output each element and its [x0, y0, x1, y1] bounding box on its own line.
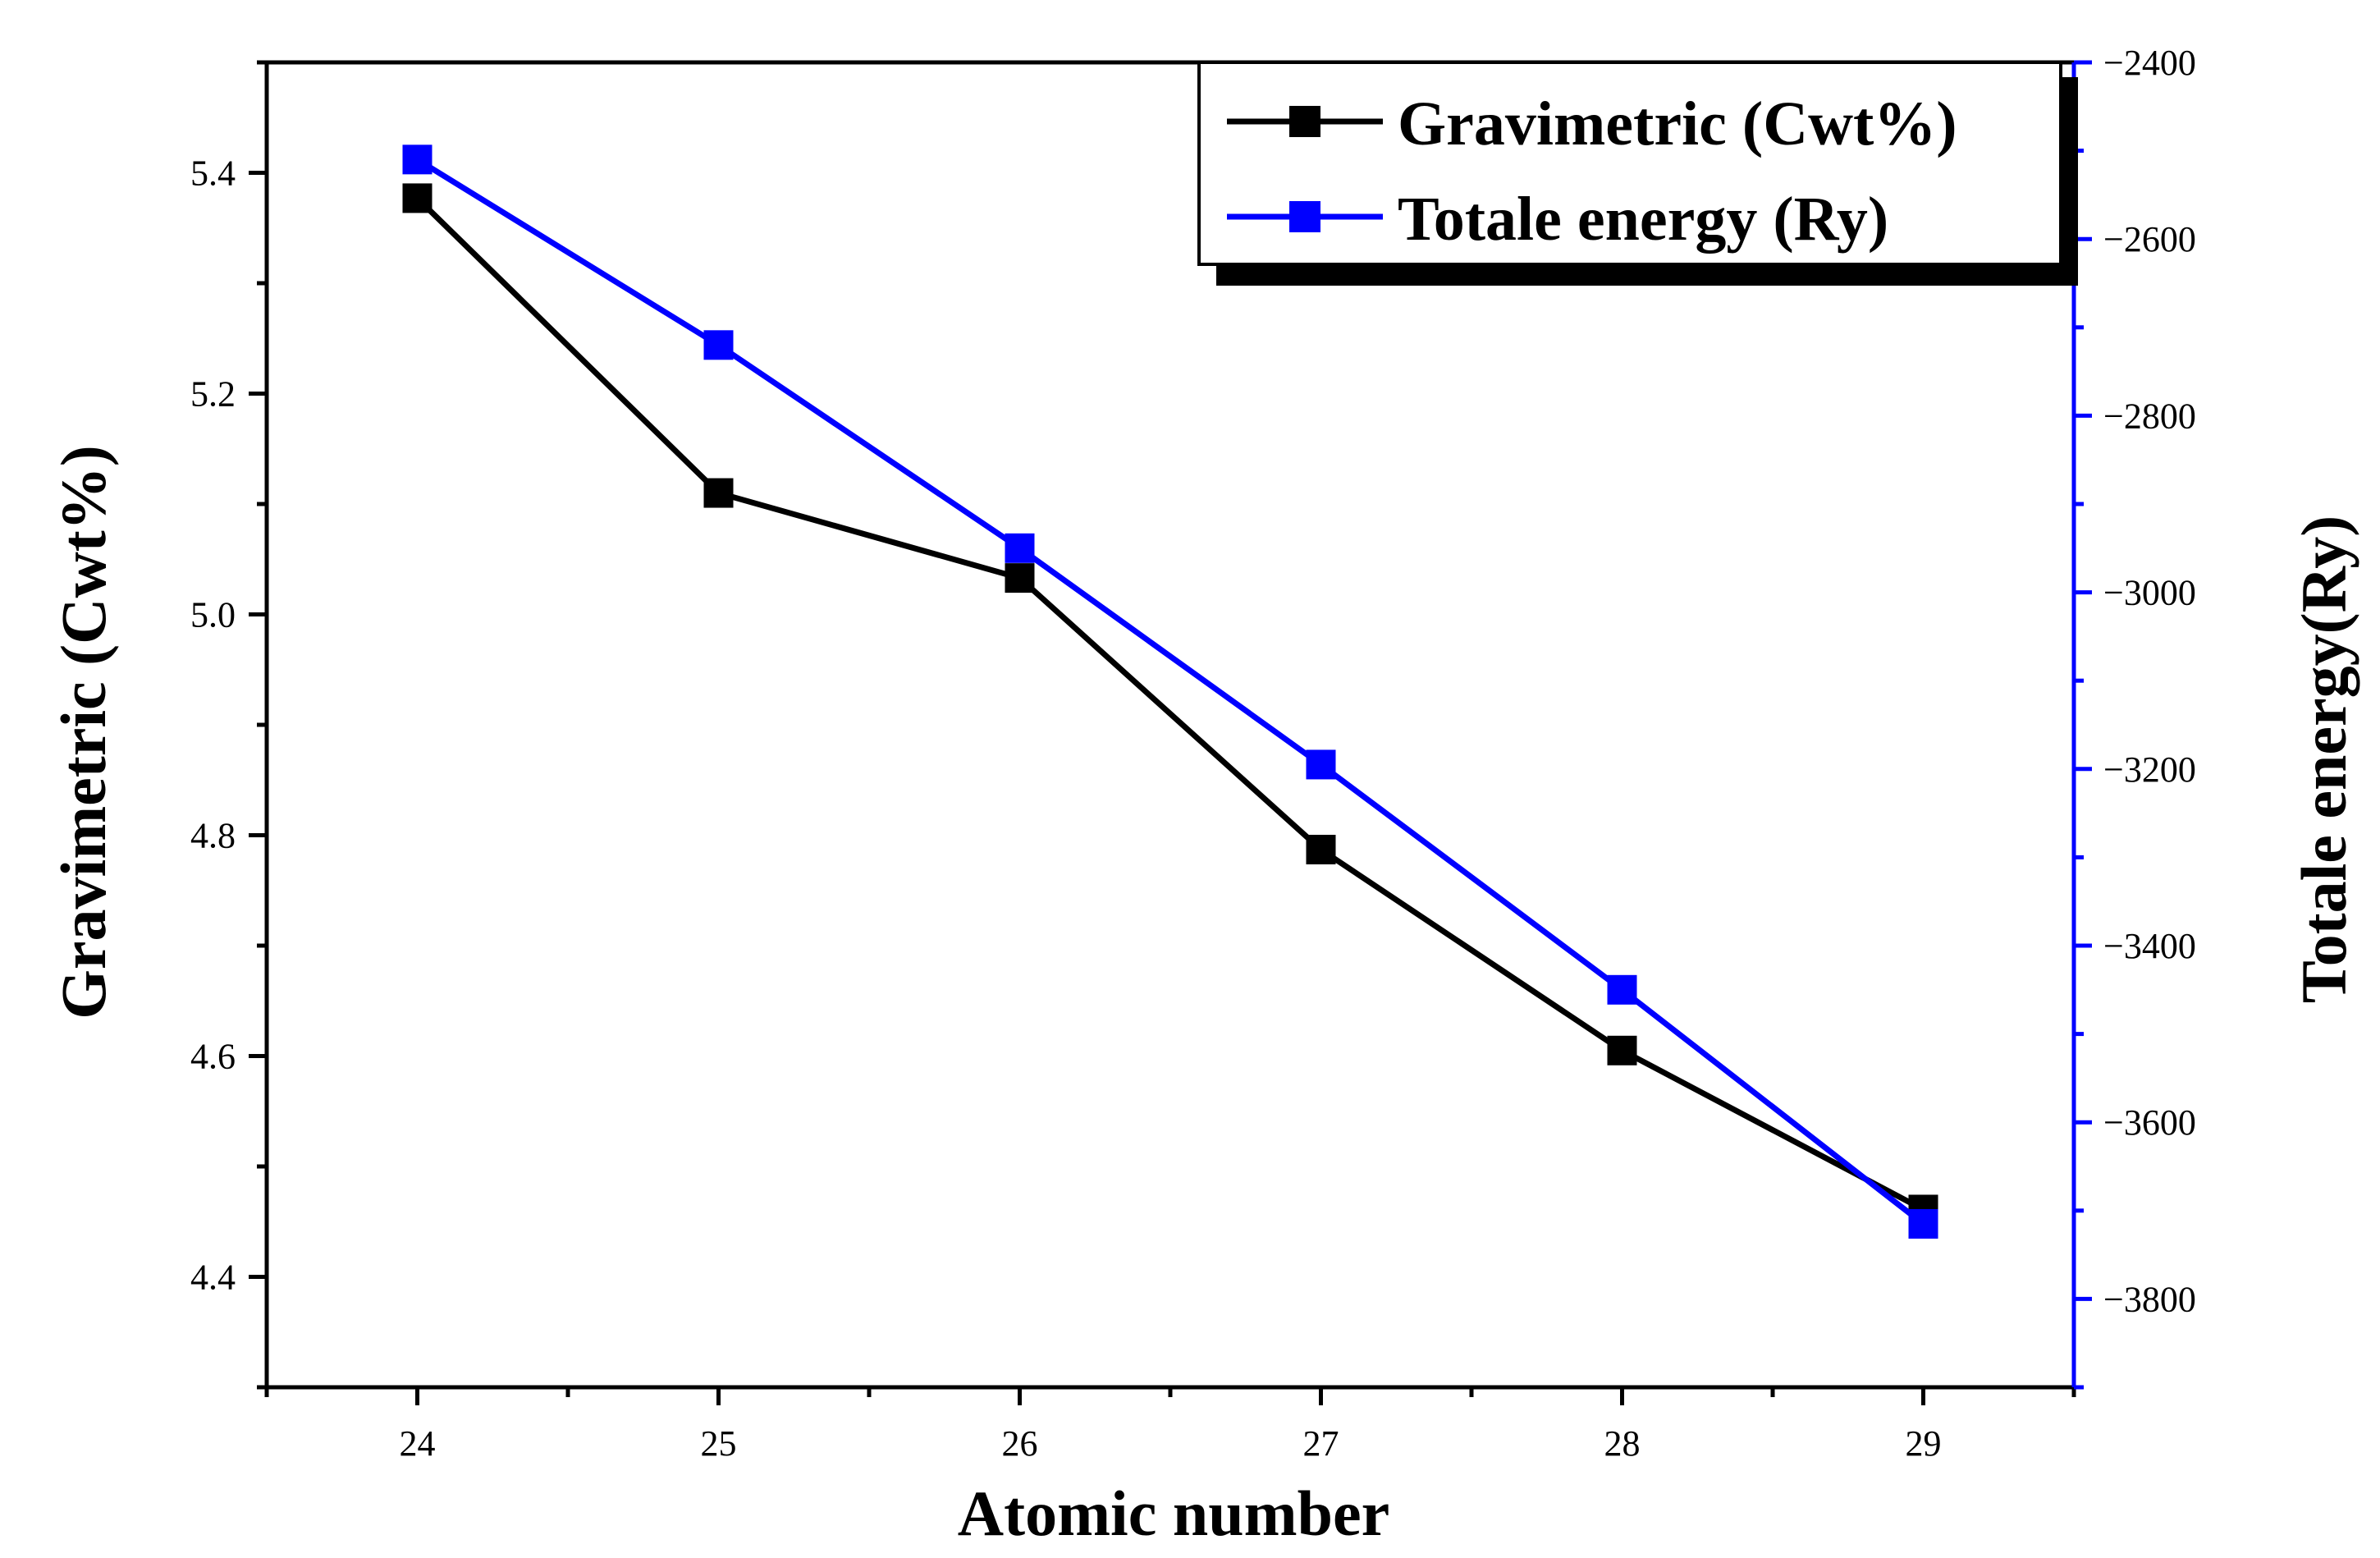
- legend-marker-energy: [1289, 201, 1320, 232]
- x-tick-label: 29: [1906, 1423, 1942, 1464]
- data-point-energy: [1607, 974, 1637, 1005]
- x-axis-title: Atomic number: [958, 1478, 1389, 1549]
- x-tick-label: 28: [1604, 1423, 1641, 1464]
- series-line-energy: [415, 157, 1925, 1226]
- series-line-gravimetric: [415, 195, 1925, 1212]
- legend: Gravimetric (Cwt%) Totale energy (Ry): [1197, 61, 2078, 286]
- data-point-energy: [1306, 749, 1336, 780]
- y-right-tick-label: −2800: [2103, 396, 2196, 436]
- data-point-energy: [703, 330, 734, 360]
- y-right-tick-label: −2400: [2103, 43, 2196, 83]
- data-point-gravimetric: [402, 183, 433, 213]
- data-point-gravimetric: [703, 478, 734, 508]
- y-axis-title-right: Totale energy(Ry): [2288, 516, 2359, 1003]
- legend-label-energy: Totale energy (Ry): [1398, 185, 1888, 254]
- legend-label-gravimetric: Gravimetric (Cwt%): [1398, 89, 1957, 158]
- y-left-tick-label: 4.6: [190, 1037, 236, 1077]
- y-right-tick-label: −3000: [2103, 573, 2196, 613]
- y-axis-title-left: Gravimetric (Cwt%): [48, 445, 119, 1020]
- y-right-tick-label: −3600: [2103, 1102, 2196, 1143]
- data-point-gravimetric: [1005, 563, 1035, 593]
- data-point-gravimetric: [1607, 1035, 1637, 1065]
- series-layer: [402, 144, 1938, 1239]
- y-left-tick-label: 5.2: [190, 374, 236, 415]
- x-tick-label: 27: [1303, 1423, 1339, 1464]
- data-point-energy: [402, 144, 433, 175]
- y-left-tick-label: 4.4: [190, 1258, 236, 1298]
- data-point-energy: [1908, 1208, 1938, 1239]
- y-left-tick-label: 5.4: [190, 154, 236, 194]
- data-point-energy: [1005, 533, 1035, 563]
- y-right-tick-label: −3200: [2103, 749, 2196, 790]
- x-tick-label: 25: [701, 1423, 737, 1464]
- x-tick-label: 26: [1002, 1423, 1038, 1464]
- x-tick-label: 24: [400, 1423, 436, 1464]
- y-right-tick-label: −3800: [2103, 1279, 2196, 1319]
- y-right-tick-label: −2600: [2103, 219, 2196, 259]
- y-left-tick-label: 5.0: [190, 595, 236, 635]
- y-right-tick-label: −3400: [2103, 926, 2196, 966]
- legend-box: [1197, 61, 2062, 266]
- axis-ticks: 24 25 26 27 28 29 4.4 4.6 4.8 5.0 5.2 5.4 −2400 −2600…: [190, 43, 2196, 1464]
- data-point-gravimetric: [1306, 834, 1336, 864]
- legend-marker-gravimetric: [1289, 106, 1320, 137]
- y-left-tick-label: 4.8: [190, 816, 236, 856]
